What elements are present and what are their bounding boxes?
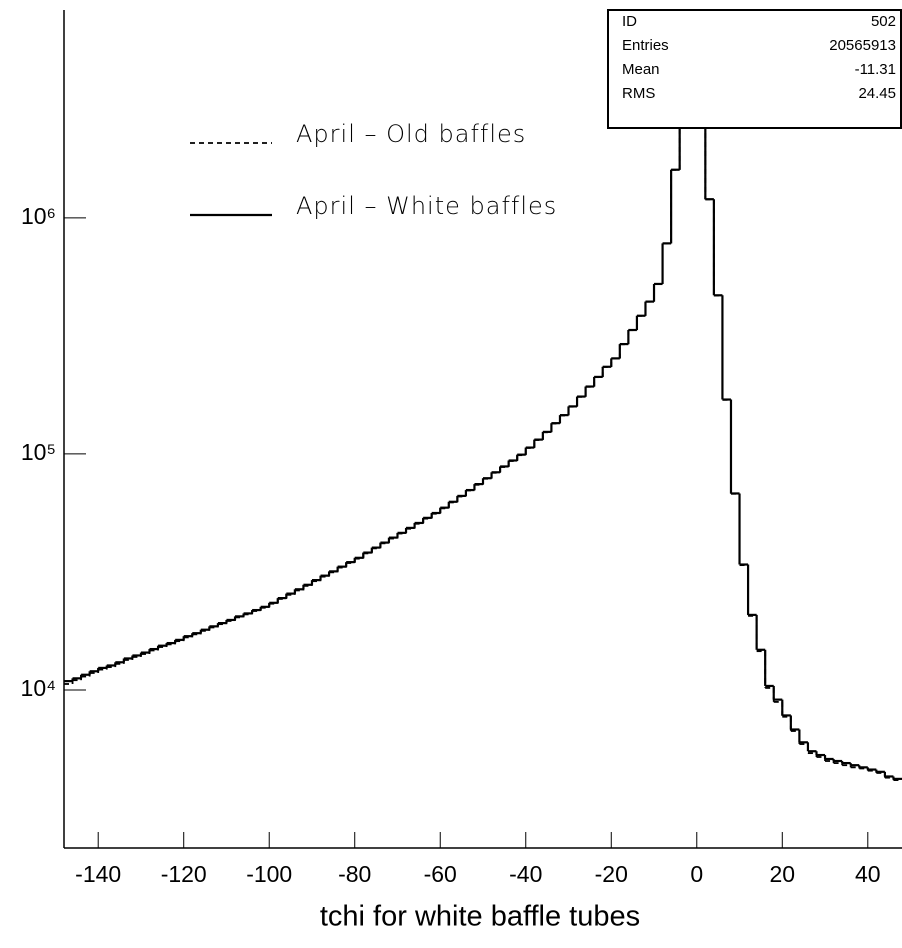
y-tick-label: 10⁵ — [21, 439, 56, 465]
y-tick-label: 10⁴ — [21, 675, 56, 701]
stats-box — [607, 9, 902, 129]
x-tick-label: -40 — [509, 861, 542, 887]
x-tick-label: 0 — [690, 861, 703, 887]
stats-value: -11.31 — [855, 61, 896, 78]
y-tick-label: 10⁶ — [21, 203, 56, 229]
stats-label: Entries — [622, 37, 669, 54]
stats-value: 20565913 — [829, 37, 896, 54]
stats-label: Mean — [622, 61, 660, 78]
x-tick-label: -20 — [595, 861, 628, 887]
x-tick-label: -60 — [424, 861, 457, 887]
stats-value: 502 — [871, 13, 896, 30]
legend-label: April – Old baffles — [296, 120, 526, 148]
x-tick-label: -80 — [338, 861, 371, 887]
x-tick-label: 20 — [769, 861, 795, 887]
x-tick-label: -140 — [75, 861, 121, 887]
stats-label: ID — [622, 13, 637, 30]
legend-label: April – White baffles — [296, 192, 557, 220]
x-tick-label: -120 — [161, 861, 207, 887]
x-tick-label: -100 — [246, 861, 292, 887]
stats-value: 24.45 — [858, 85, 896, 102]
x-axis-title: tchi for white baffle tubes — [320, 901, 640, 933]
x-tick-label: 40 — [855, 861, 881, 887]
stats-label: RMS — [622, 85, 655, 102]
